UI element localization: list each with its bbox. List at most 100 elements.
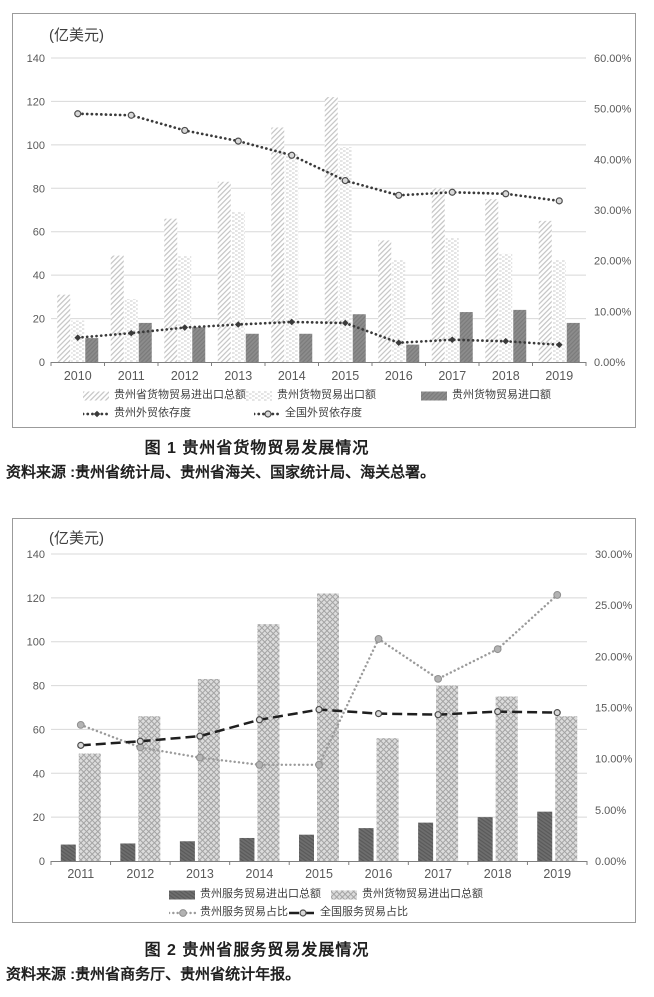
svg-text:2016: 2016 (365, 867, 393, 881)
svg-text:30.00%: 30.00% (594, 205, 632, 217)
figure2-source: 资料来源 :贵州省商务厅、贵州省统计年报。 (6, 966, 301, 983)
svg-text:2013: 2013 (224, 369, 252, 383)
svg-text:2014: 2014 (278, 369, 306, 383)
legend-label: 贵州外贸依存度 (114, 407, 191, 419)
figure1-source: 资料来源 :贵州省统计局、贵州省海关、国家统计局、海关总署。 (6, 464, 436, 481)
line-legend-swatch-icon (169, 908, 197, 917)
figure2-service-trade-chart: (亿美元) 140 120 100 80 60 40 20 0 30.00% 25.00% 20.00… (27, 530, 633, 881)
legend-item: 贵州货物贸易进口额 (421, 389, 551, 402)
x-axis (50, 861, 588, 865)
svg-text:2018: 2018 (484, 867, 512, 881)
line-legend-swatch-icon (254, 409, 282, 418)
svg-text:2019: 2019 (543, 867, 571, 881)
figure1-caption: 图 1 贵州省货物贸易发展情况 (144, 440, 370, 457)
svg-text:20.00%: 20.00% (595, 651, 633, 663)
line-legend-swatch-icon (289, 908, 317, 917)
legend-label: 贵州服务贸易占比 (200, 906, 288, 918)
bar-series-0 (57, 97, 552, 362)
svg-text:2011: 2011 (67, 867, 94, 881)
svg-text:2012: 2012 (171, 369, 199, 383)
svg-text:20.00%: 20.00% (594, 256, 632, 268)
legend-label: 全国外贸依存度 (285, 407, 362, 419)
svg-text:2012: 2012 (126, 867, 154, 881)
x-axis-year-labels: 2011 2012 2013 2014 2015 2016 2017 2018 2019 (67, 867, 571, 881)
svg-text:15.00%: 15.00% (595, 703, 633, 715)
right-axis-tick-labels: 60.00% 50.00% 40.00% 30.00% 20.00% 10.00% 0.00… (594, 53, 632, 369)
bar-series-1 (78, 593, 578, 861)
figure1-panel: (亿美元) 140 120 100 80 60 40 20 0 60.00% 50.00% 40.00… (12, 13, 636, 428)
svg-text:2013: 2013 (186, 867, 214, 881)
line-legend-swatch-icon (83, 410, 111, 417)
gridlines (51, 57, 586, 320)
figure1-goods-trade-chart: (亿美元) 140 120 100 80 60 40 20 0 60.00% 50.00% 40.00… (27, 27, 632, 383)
svg-text:2014: 2014 (246, 867, 274, 881)
left-axis-tick-labels: 140 120 100 80 60 40 20 0 (27, 53, 45, 369)
left-axis-tick-labels: 140 120 100 80 60 40 20 0 (27, 549, 45, 868)
svg-text:100: 100 (27, 140, 45, 152)
svg-text:0: 0 (39, 357, 45, 369)
svg-text:0.00%: 0.00% (595, 856, 626, 868)
right-axis-tick-labels: 30.00% 25.00% 20.00% 15.00% 10.00% 5.00% 0.00% (595, 549, 633, 868)
legend-label: 贵州货物贸易进出口总额 (362, 888, 483, 900)
svg-text:2011: 2011 (118, 369, 145, 383)
svg-text:25.00%: 25.00% (595, 600, 633, 612)
bar-legend-swatch-icon (83, 391, 109, 400)
svg-text:20: 20 (33, 314, 45, 326)
svg-text:80: 80 (33, 681, 45, 693)
legend-label: 贵州省货物贸易进出口总额 (114, 389, 246, 401)
svg-text:2019: 2019 (545, 369, 573, 383)
svg-text:40.00%: 40.00% (594, 154, 632, 166)
svg-text:2017: 2017 (424, 867, 452, 881)
svg-text:120: 120 (27, 593, 45, 605)
legend-item: 贵州省货物贸易进出口总额 (83, 389, 246, 402)
svg-text:2018: 2018 (492, 369, 520, 383)
legend-label: 贵州货物贸易进口额 (452, 389, 551, 401)
svg-text:30.00%: 30.00% (595, 549, 633, 561)
left-axis-unit-label: (亿美元) (49, 27, 104, 44)
svg-text:60.00%: 60.00% (594, 53, 632, 65)
svg-text:10.00%: 10.00% (595, 754, 633, 766)
legend-item: 贵州货物贸易进出口总额 (331, 888, 483, 901)
svg-text:10.00%: 10.00% (594, 306, 632, 318)
bar-series-0 (60, 811, 553, 861)
legend-item: 贵州货物贸易出口额 (246, 389, 376, 402)
svg-text:2015: 2015 (305, 867, 333, 881)
svg-text:2016: 2016 (385, 369, 413, 383)
legend-label: 贵州服务贸易进出口总额 (200, 888, 321, 900)
svg-text:5.00%: 5.00% (595, 805, 626, 817)
figure2-caption: 图 2 贵州省服务贸易发展情况 (144, 942, 370, 959)
line-series-0 (74, 318, 563, 349)
svg-text:140: 140 (27, 53, 45, 65)
svg-text:0: 0 (39, 856, 45, 868)
svg-text:40: 40 (33, 270, 45, 282)
bar-legend-swatch-icon (169, 890, 195, 899)
svg-text:20: 20 (33, 812, 45, 824)
figure2-panel: (亿美元) 140 120 100 80 60 40 20 0 30.00% 25.00% 20.00… (12, 518, 636, 923)
svg-text:60: 60 (33, 724, 45, 736)
legend-item: 贵州服务贸易进出口总额 (169, 888, 321, 901)
legend-label: 全国服务贸易占比 (320, 906, 408, 918)
svg-text:2015: 2015 (331, 369, 359, 383)
legend-item: 全国外贸依存度 (254, 407, 362, 420)
svg-text:50.00%: 50.00% (594, 104, 632, 116)
bar-legend-swatch-icon (421, 391, 447, 400)
svg-text:120: 120 (27, 96, 45, 108)
line-series-1 (77, 705, 561, 749)
x-axis (50, 362, 587, 366)
legend-label: 贵州货物贸易出口额 (277, 389, 376, 401)
svg-text:2017: 2017 (438, 369, 466, 383)
svg-text:2010: 2010 (64, 369, 92, 383)
bar-legend-swatch-icon (246, 391, 272, 400)
left-axis-unit-label: (亿美元) (49, 530, 104, 547)
svg-text:60: 60 (33, 227, 45, 239)
legend-item: 贵州外贸依存度 (83, 407, 191, 420)
line-series-1 (74, 110, 563, 205)
svg-text:0.00%: 0.00% (594, 357, 625, 369)
bar-legend-swatch-icon (331, 890, 357, 899)
bar-series-2 (85, 309, 580, 362)
svg-text:140: 140 (27, 549, 45, 561)
svg-text:100: 100 (27, 637, 45, 649)
svg-text:40: 40 (33, 768, 45, 780)
svg-text:80: 80 (33, 183, 45, 195)
